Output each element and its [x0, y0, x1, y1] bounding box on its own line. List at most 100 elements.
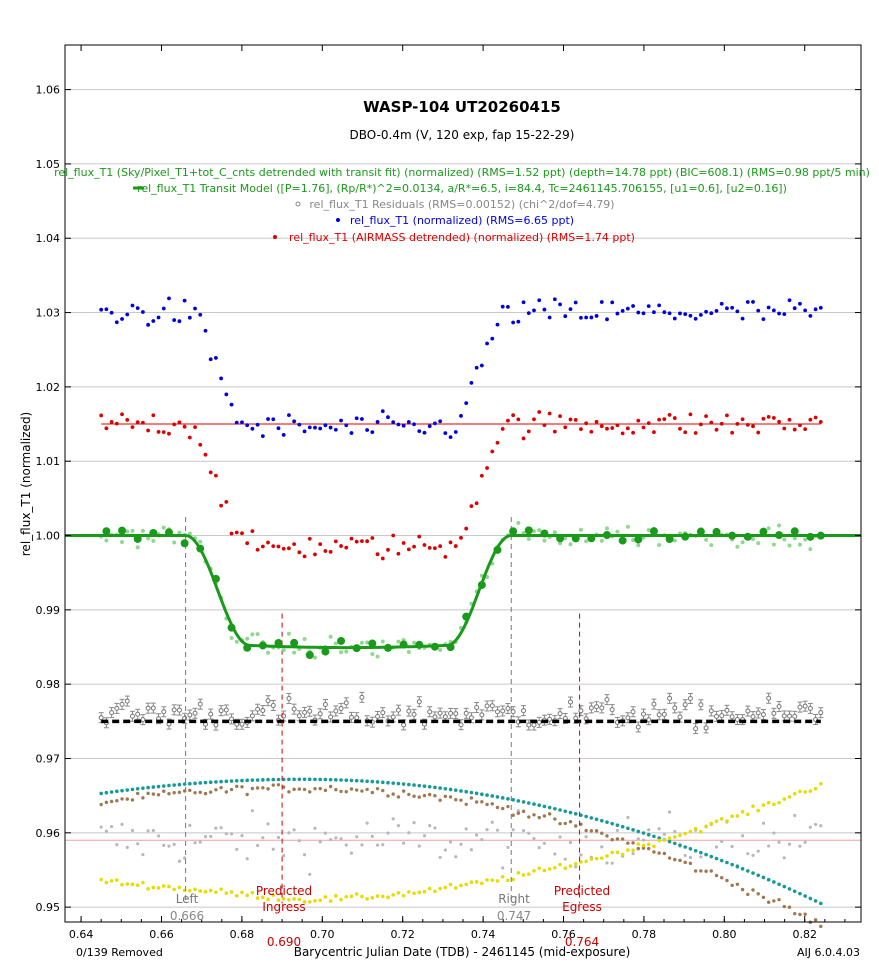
airmass-detrended-point: [109, 420, 114, 424]
raw-flux-point: [818, 305, 823, 310]
raw-flux-point: [234, 420, 239, 425]
raw-flux-point: [443, 431, 448, 436]
airmass-point: [532, 802, 536, 806]
airmass-point: [745, 869, 750, 873]
raw-flux-point: [516, 319, 521, 324]
residual-point: [229, 716, 235, 722]
brown-series-point: [777, 897, 781, 902]
sky-scatter-point: [537, 846, 541, 850]
residual-point: [124, 698, 130, 704]
airmass-detrended-point: [375, 552, 380, 557]
airmass-detrended-point: [568, 417, 573, 422]
sky-scatter-point: [813, 822, 818, 827]
residual-point: [395, 707, 401, 713]
airmass-detrended-point: [485, 466, 489, 470]
sky-point: [526, 872, 531, 876]
marker-labels: Left 0.666 Predicted Ingress 0.690 Right …: [170, 884, 610, 949]
raw-flux-point: [719, 301, 724, 306]
x-tick-label: 0.72: [390, 928, 415, 941]
brown-series-point: [688, 861, 693, 866]
airmass-detrended-point: [104, 426, 109, 431]
detrended-point: [552, 530, 557, 535]
sky-point: [198, 889, 203, 893]
brown-series-point: [474, 800, 479, 804]
raw-flux-point: [99, 307, 104, 312]
sky-point: [214, 890, 218, 894]
sky-point: [448, 882, 453, 887]
brown-series-point: [699, 869, 703, 873]
raw-flux-point: [500, 304, 505, 309]
sky-scatter-point: [647, 828, 651, 832]
detrended-point: [646, 527, 651, 532]
residual-point: [416, 699, 422, 705]
airmass-point: [573, 812, 578, 816]
x-tick-label: 0.80: [712, 928, 737, 941]
y-tick-label: 0.96: [36, 827, 61, 840]
raw-flux-point: [787, 298, 792, 303]
sky-scatter-point: [287, 831, 291, 835]
brown-series-point: [657, 851, 661, 855]
airmass-point: [636, 829, 641, 834]
residual-point: [510, 709, 516, 715]
brown-series-point: [725, 878, 729, 883]
detrended-point: [792, 536, 797, 541]
sky-scatter-point: [443, 848, 447, 852]
brown-series-point: [115, 799, 119, 803]
sky-point: [360, 894, 364, 899]
brown-series-point: [438, 798, 442, 802]
binned-point: [649, 527, 658, 536]
sky-scatter-point: [772, 831, 776, 835]
airmass-detrended-point: [740, 417, 745, 422]
residual-point: [604, 697, 610, 703]
airmass-detrended-point: [214, 473, 218, 478]
sky-point: [553, 865, 557, 870]
detrended-point: [380, 639, 385, 644]
sky-point: [177, 885, 182, 890]
raw-flux-point: [813, 307, 818, 312]
sky-point: [730, 814, 734, 819]
residual-point: [239, 721, 245, 727]
residual-point: [677, 714, 683, 720]
residual-point: [192, 710, 198, 716]
legend-symbol-raw: [336, 218, 340, 222]
raw-flux-point: [146, 322, 151, 327]
sky-point: [417, 890, 422, 895]
brown-series-point: [574, 824, 578, 828]
sky-scatter-point: [318, 840, 322, 844]
sky-point: [354, 892, 359, 896]
sky-point: [281, 897, 286, 901]
plot-background: [65, 45, 861, 922]
residual-point: [594, 704, 600, 710]
marker-ingress-label: Predicted Ingress: [256, 884, 312, 914]
raw-flux-point: [438, 419, 443, 424]
airmass-point: [203, 780, 208, 785]
detrended-point: [735, 544, 740, 549]
residual-point: [729, 714, 735, 720]
airmass-detrended-point: [532, 417, 536, 422]
raw-flux-point: [803, 308, 808, 313]
sky-scatter-point: [412, 821, 416, 825]
airmass-detrended-point: [771, 416, 776, 420]
sky-scatter-point: [229, 832, 234, 836]
airmass-detrended-point: [782, 426, 787, 431]
x-tick-label: 0.74: [471, 928, 496, 941]
sky-point: [563, 866, 568, 871]
sky-point: [667, 836, 672, 841]
brown-series-point: [480, 800, 484, 804]
sky-point: [662, 838, 667, 842]
sky-point: [599, 856, 604, 860]
residual-point: [208, 711, 214, 717]
brown-series-point: [584, 828, 588, 833]
raw-flux-point: [521, 300, 526, 305]
brown-series-point: [620, 837, 625, 841]
sky-scatter-point: [433, 826, 437, 830]
sky-point: [261, 895, 265, 900]
airmass-point: [229, 779, 234, 783]
airmass-point: [255, 778, 260, 782]
residual-point: [307, 708, 313, 714]
airmass-point: [161, 784, 166, 788]
sky-point: [151, 885, 156, 890]
sky-scatter-point: [110, 825, 114, 829]
detrended-point: [704, 537, 709, 542]
sky-scatter-point: [407, 831, 411, 835]
